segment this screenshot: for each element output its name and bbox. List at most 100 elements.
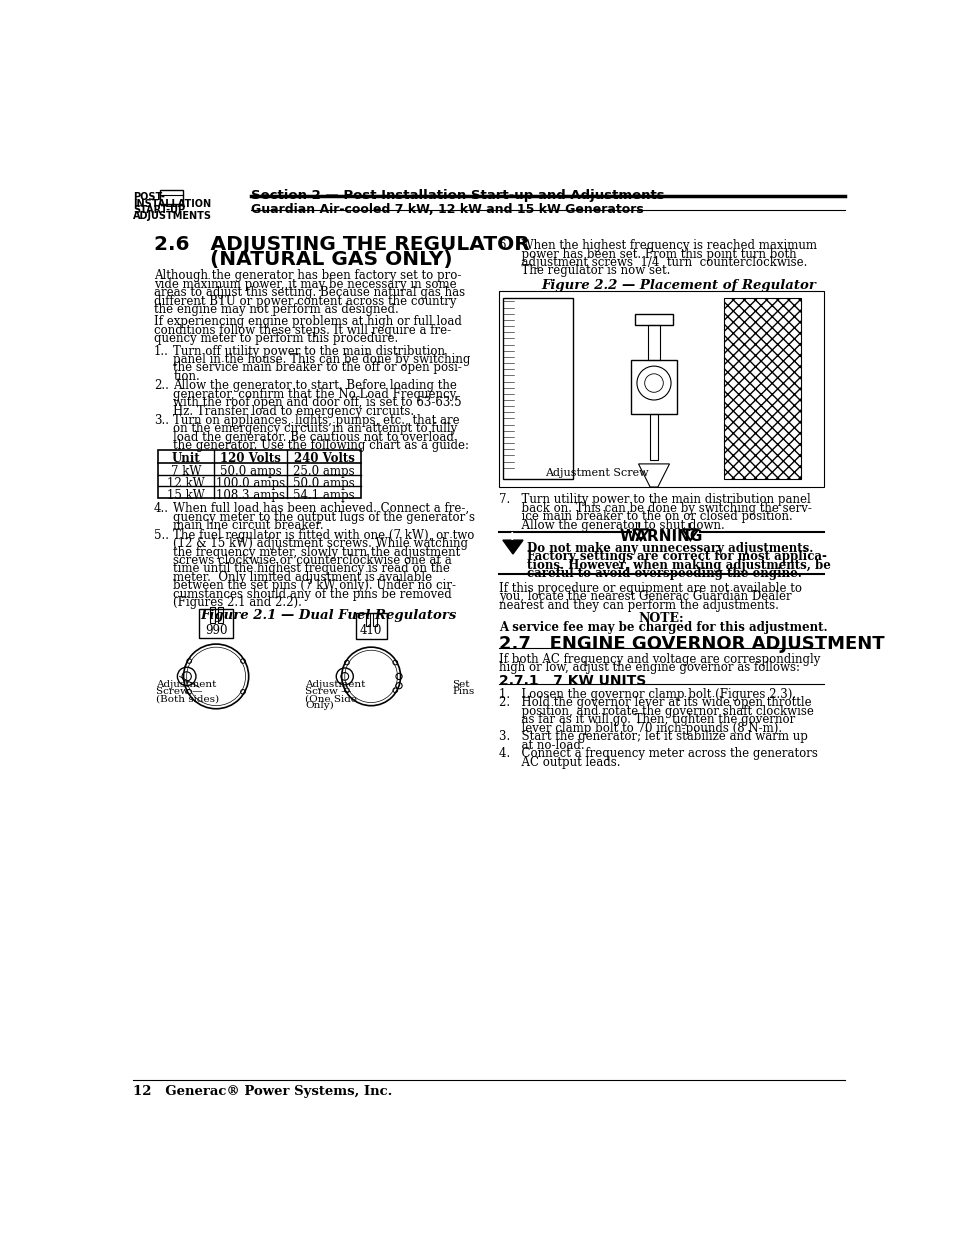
Text: POST-: POST-	[133, 193, 165, 203]
Bar	[630, 359, 677, 414]
Text: Guardian Air-cooled 7 kW, 12 kW and 15 kW Generators: Guardian Air-cooled 7 kW, 12 kW and 15 k…	[251, 203, 643, 216]
Text: 3..: 3..	[154, 414, 169, 427]
Text: 15 kW: 15 kW	[167, 489, 205, 501]
Text: 410: 410	[359, 624, 382, 637]
Text: If experiencing engine problems at high or full load: If experiencing engine problems at high …	[154, 315, 461, 329]
Text: Turn off utility power to the main distribution: Turn off utility power to the main distr…	[173, 345, 445, 358]
Bar	[199, 609, 233, 638]
Text: ice main breaker to the on or closed position.: ice main breaker to the on or closed pos…	[498, 510, 792, 524]
Text: Allow the generator to start. Before loading the: Allow the generator to start. Before loa…	[173, 379, 456, 393]
Bar	[634, 314, 673, 325]
Text: Although the generator has been factory set to pro-: Although the generator has been factory …	[154, 269, 461, 282]
Text: Figure 2.2 — Placement of Regulator: Figure 2.2 — Placement of Regulator	[541, 279, 816, 293]
Bar	[365, 613, 369, 626]
Text: The regulator is now set.: The regulator is now set.	[498, 264, 670, 278]
Text: 240 Volts: 240 Volts	[294, 452, 355, 466]
Text: 54.1 amps: 54.1 amps	[294, 489, 355, 501]
Bar	[723, 299, 801, 479]
Text: areas to adjust this setting. Because natural gas has: areas to adjust this setting. Because na…	[154, 287, 465, 299]
Text: 50.0 amps: 50.0 amps	[294, 477, 355, 490]
Text: 5..: 5..	[154, 529, 169, 542]
Text: at no-load.: at no-load.	[498, 739, 584, 752]
Text: the frequency meter, slowly turn the adjustment: the frequency meter, slowly turn the adj…	[173, 546, 460, 558]
Text: (12 & 15 kW) adjustment screws. While watching: (12 & 15 kW) adjustment screws. While wa…	[173, 537, 468, 550]
Text: between the set pins (7 kW only). Under no cir-: between the set pins (7 kW only). Under …	[173, 579, 456, 593]
Text: position, and rotate the governor shaft clockwise: position, and rotate the governor shaft …	[498, 705, 813, 718]
Text: the generator. Use the following chart as a guide:: the generator. Use the following chart a…	[173, 440, 469, 452]
Text: different BTU or power content across the country: different BTU or power content across th…	[154, 294, 456, 308]
Bar	[159, 190, 183, 204]
Text: 12   Generac® Power Systems, Inc.: 12 Generac® Power Systems, Inc.	[133, 1086, 393, 1098]
Text: 100.0 amps: 100.0 amps	[215, 477, 285, 490]
Text: Factory settings are correct for most applica-: Factory settings are correct for most ap…	[526, 550, 826, 563]
Text: 2.7.1   7 KW UNITS: 2.7.1 7 KW UNITS	[498, 674, 645, 688]
Text: the engine may not perform as designed.: the engine may not perform as designed.	[154, 303, 398, 316]
Text: lever clamp bolt to 70 inch-pounds (8 N-m).: lever clamp bolt to 70 inch-pounds (8 N-…	[498, 721, 781, 735]
Text: power has been set. From this point turn both: power has been set. From this point turn…	[498, 247, 796, 261]
Text: 108.3 amps: 108.3 amps	[216, 489, 285, 501]
Text: NOTE:: NOTE:	[638, 611, 683, 625]
Text: The fuel regulator is fitted with one (7 kW), or two: The fuel regulator is fitted with one (7…	[173, 529, 475, 542]
Text: 990: 990	[205, 624, 227, 637]
Text: 120 Volts: 120 Volts	[220, 452, 281, 466]
Text: on the emergency circuits in an attempt to fully: on the emergency circuits in an attempt …	[173, 422, 457, 435]
Text: Adjustment: Adjustment	[155, 680, 215, 689]
Text: START-UP: START-UP	[133, 205, 185, 215]
Text: A service fee may be charged for this adjustment.: A service fee may be charged for this ad…	[498, 621, 827, 634]
Text: 2.6   ADJUSTING THE REGULATOR: 2.6 ADJUSTING THE REGULATOR	[154, 235, 529, 254]
Text: cumstances should any of the pins be removed: cumstances should any of the pins be rem…	[173, 588, 452, 601]
Text: !: !	[637, 524, 640, 534]
Text: 25.0 amps: 25.0 amps	[294, 466, 355, 478]
Text: careful to avoid overspeeding the engine.: careful to avoid overspeeding the engine…	[526, 567, 801, 580]
Bar	[498, 290, 822, 487]
Text: tion.: tion.	[173, 370, 200, 383]
Text: the service main breaker to the off or open posi-: the service main breaker to the off or o…	[173, 362, 462, 374]
Text: WARNING: WARNING	[619, 530, 702, 545]
Polygon shape	[502, 540, 522, 555]
Text: main line circuit breaker.: main line circuit breaker.	[173, 520, 324, 532]
Text: you, locate the nearest Generac Guardian Dealer: you, locate the nearest Generac Guardian…	[498, 590, 791, 603]
Text: Only): Only)	[305, 701, 334, 710]
Text: 7.   Turn utility power to the main distribution panel: 7. Turn utility power to the main distri…	[498, 493, 810, 506]
Text: Section 2 — Post Installation Start-up and Adjustments: Section 2 — Post Installation Start-up a…	[251, 189, 664, 203]
Text: AC output leads.: AC output leads.	[498, 756, 619, 768]
Text: 6.   When the highest frequency is reached maximum: 6. When the highest frequency is reached…	[498, 240, 816, 252]
Text: !: !	[509, 532, 513, 542]
Text: If both AC frequency and voltage are correspondingly: If both AC frequency and voltage are cor…	[498, 652, 820, 666]
Text: Set: Set	[452, 680, 470, 689]
Text: tions. However, when making adjustments, be: tions. However, when making adjustments,…	[526, 558, 830, 572]
Text: vide maximum power, it may be necessary in some: vide maximum power, it may be necessary …	[154, 278, 456, 290]
Text: Adjustment Screw: Adjustment Screw	[545, 468, 648, 478]
Text: conditions follow these steps. It will require a fre-: conditions follow these steps. It will r…	[154, 324, 451, 337]
Bar	[210, 608, 214, 622]
Text: 7 kW: 7 kW	[171, 466, 201, 478]
Bar	[649, 414, 658, 461]
Text: !: !	[686, 524, 690, 534]
Text: panel in the house. This can be done by switching: panel in the house. This can be done by …	[173, 353, 471, 366]
Text: 1.   Loosen the governor clamp bolt (Figures 2.3).: 1. Loosen the governor clamp bolt (Figur…	[498, 688, 796, 701]
Bar	[647, 325, 659, 359]
Text: 2..: 2..	[154, 379, 169, 393]
Text: Turn on appliances, lights, pumps, etc., that are: Turn on appliances, lights, pumps, etc.,…	[173, 414, 459, 427]
Bar	[502, 299, 572, 479]
Text: adjustment screws  1/4  turn  counterclockwise.: adjustment screws 1/4 turn counterclockw…	[498, 256, 806, 269]
Text: 2.7   ENGINE GOVERNOR ADJUSTMENT: 2.7 ENGINE GOVERNOR ADJUSTMENT	[498, 635, 883, 653]
Text: generator, confirm that the No Load Frequency,: generator, confirm that the No Load Freq…	[173, 388, 458, 400]
Text: INSTALLATION: INSTALLATION	[133, 199, 212, 209]
Text: If this procedure or equipment are not available to: If this procedure or equipment are not a…	[498, 582, 801, 595]
Text: Do not make any unnecessary adjustments.: Do not make any unnecessary adjustments.	[526, 542, 812, 555]
Text: When full load has been achieved. Connect a fre-: When full load has been achieved. Connec…	[173, 503, 465, 515]
Text: 1..: 1..	[154, 345, 169, 358]
Bar	[355, 613, 386, 640]
Text: time until the highest frequency is read on the: time until the highest frequency is read…	[173, 562, 450, 576]
Text: with the roof open and door off, is set to 63-63.5: with the roof open and door off, is set …	[173, 396, 461, 409]
Text: quency meter to the output lugs of the generator’s: quency meter to the output lugs of the g…	[173, 511, 475, 524]
Text: Screw —: Screw —	[305, 687, 352, 697]
Text: Allow the generator to shut down.: Allow the generator to shut down.	[498, 519, 724, 531]
Text: as far as it will go. Then, tighten the governor: as far as it will go. Then, tighten the …	[498, 714, 795, 726]
Text: nearest and they can perform the adjustments.: nearest and they can perform the adjustm…	[498, 599, 778, 611]
Text: 3.   Start the generator; let it stabilize and warm up: 3. Start the generator; let it stabilize…	[498, 730, 807, 743]
Text: 2.   Hold the governor lever at its wide open throttle: 2. Hold the governor lever at its wide o…	[498, 697, 811, 709]
Text: meter.  Only limited adjustment is available: meter. Only limited adjustment is availa…	[173, 571, 432, 584]
Bar	[158, 450, 360, 498]
